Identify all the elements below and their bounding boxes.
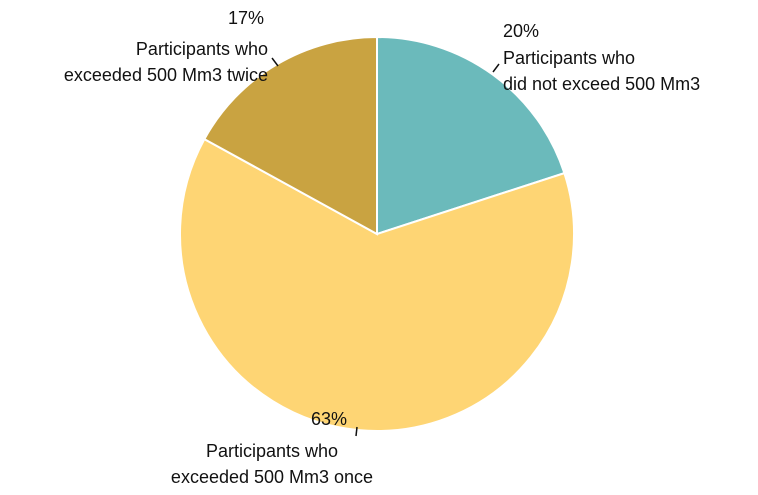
value-label: 20% — [503, 21, 540, 41]
category-label: Participants who exceeded 500 Mm3 twice — [63, 39, 268, 85]
value-label: 63% — [311, 409, 348, 429]
pie-slice — [179, 137, 575, 432]
leader-line — [492, 63, 500, 73]
value-label: 17% — [227, 8, 265, 28]
leader-line — [355, 426, 358, 437]
pie-slice — [376, 35, 566, 236]
leader-line — [271, 57, 279, 67]
category-label: Participants who exceeded 500 Mm3 once — [170, 441, 374, 487]
category-label: Participants who did not exceed 500 Mm3 — [503, 48, 701, 94]
